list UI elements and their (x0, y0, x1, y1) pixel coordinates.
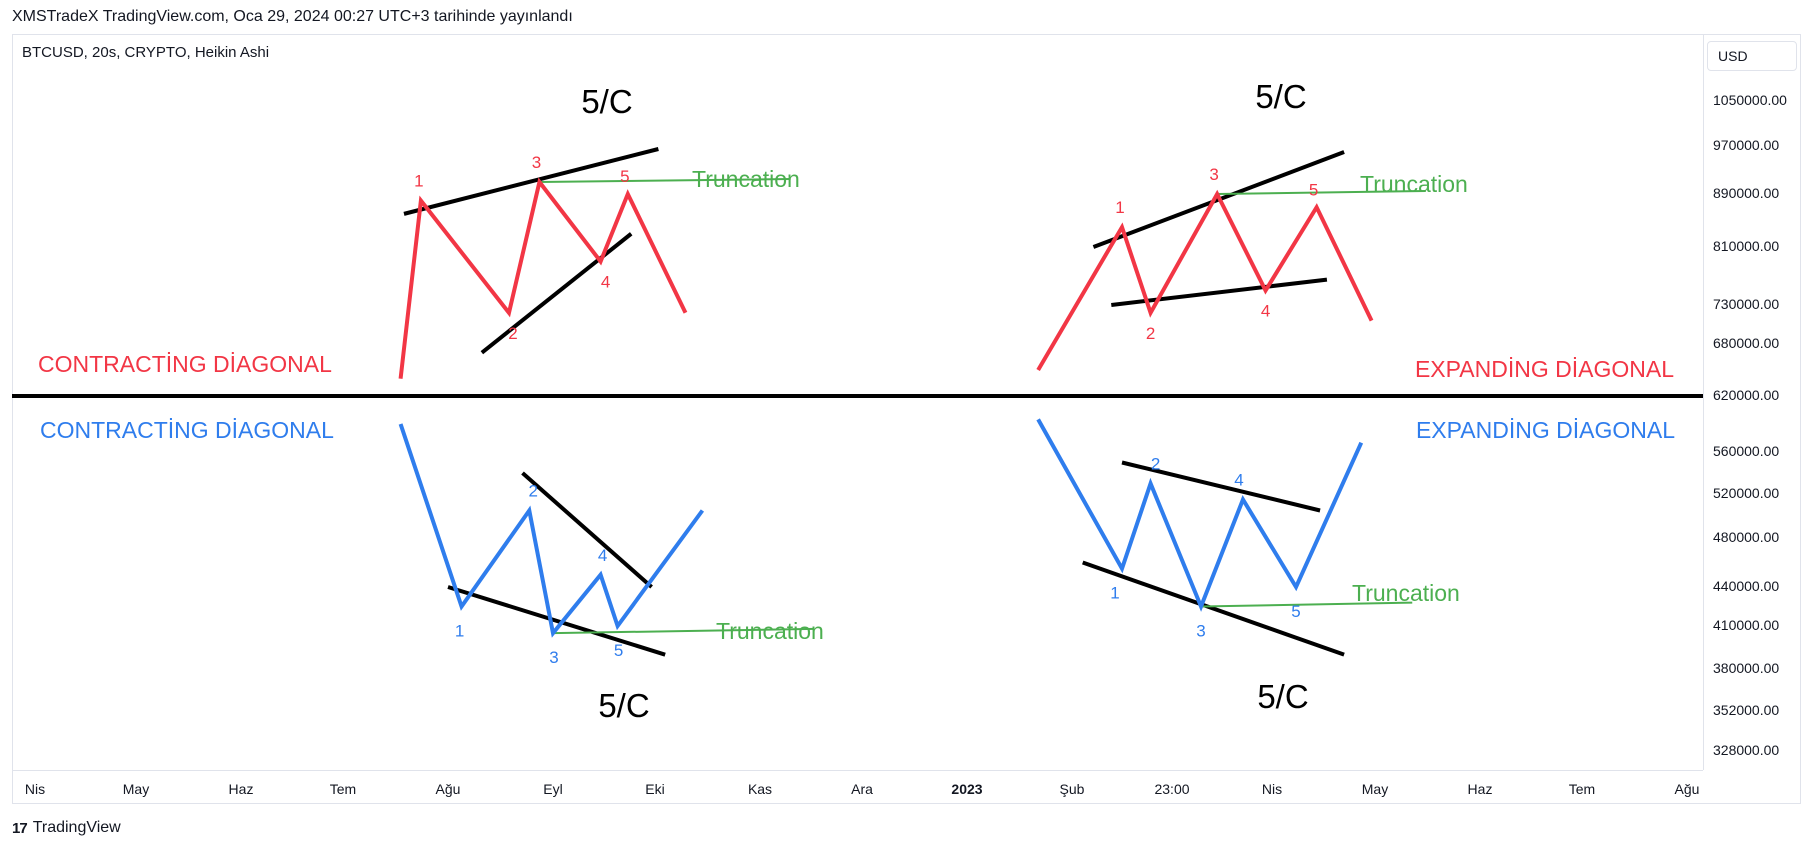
trendline-2-4-bottom-left (521, 471, 653, 589)
price-tick-label: 890000.00 (1713, 185, 1780, 201)
trendline-1-3-bottom-right (1082, 560, 1345, 657)
time-tick-label: Şub (1059, 781, 1085, 797)
price-tick-label: 810000.00 (1713, 238, 1780, 254)
price-axis-divider (1703, 34, 1704, 770)
price-tick-label: 620000.00 (1713, 387, 1780, 403)
wave-label-1: 1 (414, 172, 423, 191)
title-contracting-diagonal-bottom: CONTRACTİNG DİAGONAL (40, 417, 334, 443)
wave-label-2: 2 (529, 482, 538, 501)
time-tick-label: 2023 (951, 781, 983, 797)
wave-series-4 (1036, 418, 1364, 612)
time-axis-divider (12, 770, 1703, 771)
footer-brand[interactable]: 17 TradingView (12, 819, 121, 837)
price-tick-label: 520000.00 (1713, 485, 1780, 501)
time-tick-label: Tem (1568, 781, 1596, 797)
time-tick-label: May (122, 781, 150, 797)
time-tick-label: Ara (851, 781, 873, 797)
footer-brand-label: TradingView (32, 819, 121, 836)
wave-c-label-bottom-right: 5/C (1257, 678, 1308, 715)
price-tick-label: 410000.00 (1713, 617, 1780, 633)
time-tick-label: Eyl (543, 781, 563, 797)
chart-frame[interactable] (12, 34, 1801, 804)
title-contracting-diagonal-top: CONTRACTİNG DİAGONAL (38, 351, 332, 377)
title-expanding-diagonal-bottom: EXPANDİNG DİAGONAL (1416, 417, 1675, 443)
time-tick-label: Nis (24, 781, 46, 797)
currency-selector[interactable]: USD (1707, 41, 1797, 71)
time-tick-label: Ağu (435, 781, 461, 797)
price-tick-label: 440000.00 (1713, 578, 1780, 594)
wave-c-label-top-left: 5/C (581, 83, 632, 120)
wave-label-3: 3 (549, 648, 558, 667)
wave-label-5: 5 (614, 641, 623, 660)
price-tick-label: 560000.00 (1713, 443, 1780, 459)
price-tick-label: 730000.00 (1713, 296, 1780, 312)
wave-series-2 (1036, 189, 1374, 372)
wave-label-2: 2 (508, 324, 517, 343)
truncation-top-left-line (539, 178, 791, 183)
truncation-bottom-right-label: Truncation (1352, 580, 1460, 606)
price-tick-label: 328000.00 (1713, 742, 1780, 758)
trendline-2-4-bottom-right (1121, 460, 1321, 513)
wave-label-3: 3 (532, 153, 541, 172)
wave-label-4: 4 (598, 546, 607, 565)
wave-label-1: 1 (1110, 584, 1119, 603)
tradingview-logo-icon: 17 (12, 819, 28, 837)
wave-label-2: 2 (1146, 324, 1155, 343)
wave-label-5: 5 (1309, 180, 1318, 199)
time-tick-label: May (1361, 781, 1389, 797)
symbol-legend[interactable]: BTCUSD, 20s, CRYPTO, Heikin Ashi (22, 44, 270, 61)
wave-label-1: 1 (455, 622, 464, 641)
wave-label-3: 3 (1196, 622, 1205, 641)
time-tick-label: Haz (228, 781, 254, 797)
title-expanding-diagonal-top: EXPANDİNG DİAGONAL (1415, 356, 1674, 382)
wave-label-3: 3 (1209, 165, 1218, 184)
truncation-top-right-label: Truncation (1360, 171, 1468, 197)
time-tick-label: Kas (747, 781, 773, 797)
wave-label-1: 1 (1115, 198, 1124, 217)
price-tick-label: 480000.00 (1713, 529, 1780, 545)
time-tick-label: Nis (1261, 781, 1283, 797)
wave-c-label-bottom-left: 5/C (598, 687, 649, 724)
time-tick-label: Eki (645, 781, 665, 797)
wave-label-5: 5 (1291, 602, 1300, 621)
time-tick-label: 23:00 (1154, 781, 1190, 797)
price-tick-label: 970000.00 (1713, 137, 1780, 153)
time-tick-label: Ağu (1674, 781, 1700, 797)
price-tick-label: 380000.00 (1713, 660, 1780, 676)
wave-label-4: 4 (1261, 302, 1270, 321)
truncation-bottom-left-line (552, 627, 815, 635)
time-tick-label: Tem (329, 781, 357, 797)
wave-label-4: 4 (1234, 471, 1243, 490)
price-tick-label: 1050000.00 (1713, 92, 1787, 108)
wave-series-3 (398, 423, 705, 638)
wave-label-2: 2 (1151, 455, 1160, 474)
wave-c-label-top-right: 5/C (1255, 78, 1306, 115)
wave-series-1 (398, 177, 688, 379)
trendline-2-4-top-left (480, 232, 633, 355)
price-tick-label: 352000.00 (1713, 702, 1780, 718)
truncation-bottom-left-label: Truncation (716, 618, 824, 644)
wave-label-5: 5 (620, 167, 629, 186)
trendline-1-3-bottom-left (447, 585, 666, 657)
truncation-bottom-right-line (1201, 601, 1413, 608)
trendline-1-3-top-left (403, 147, 659, 216)
time-tick-label: Haz (1467, 781, 1493, 797)
price-tick-label: 680000.00 (1713, 335, 1780, 351)
published-caption: XMSTradeX TradingView.com, Oca 29, 2024 … (12, 8, 573, 25)
truncation-top-right-line (1217, 190, 1426, 195)
truncation-top-left-label: Truncation (692, 166, 800, 192)
wave-label-4: 4 (601, 273, 610, 292)
